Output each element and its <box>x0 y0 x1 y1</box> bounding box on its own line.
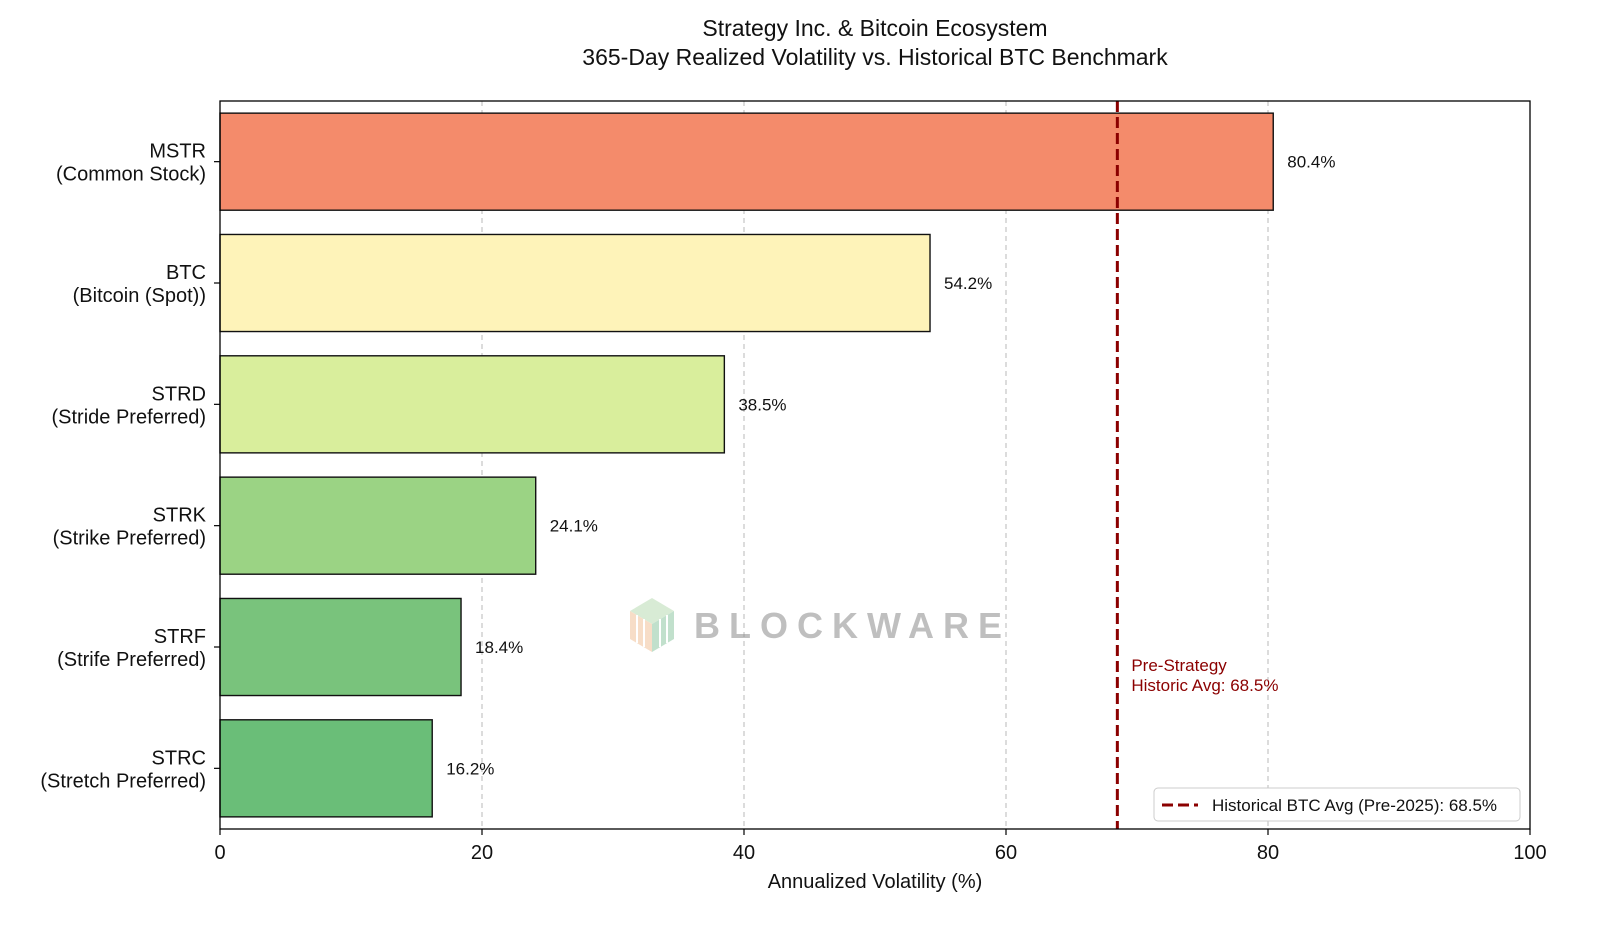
x-tick-label: 80 <box>1257 842 1279 864</box>
chart-title-line-2: 365-Day Realized Volatility vs. Historic… <box>582 44 1168 70</box>
bar-value-label: 80.4% <box>1287 153 1335 172</box>
chart-title-line-1: Strategy Inc. & Bitcoin Ecosystem <box>702 15 1047 41</box>
y-tick-label-ticker: BTC <box>166 262 206 284</box>
bar-value-label: 38.5% <box>738 395 786 414</box>
plot-frame <box>219 100 1531 830</box>
bar-strf <box>219 597 462 697</box>
watermark-text: BLOCKWARE <box>694 605 1011 646</box>
bar-mstr <box>219 112 1274 211</box>
y-tick-label-name: (Stride Preferred) <box>52 406 207 428</box>
blockware-logo-icon <box>630 598 674 652</box>
x-tick-label: 0 <box>214 842 225 864</box>
blockware-watermark: BLOCKWARE <box>630 598 1011 652</box>
y-tick-label-name: (Bitcoin (Spot)) <box>73 285 206 307</box>
x-tick-label: 20 <box>471 842 493 864</box>
x-tick-label: 60 <box>995 842 1017 864</box>
bar-strd <box>219 355 726 454</box>
bar-value-labels: 80.4% 54.2% 38.5% 24.1% 18.4% 16.2% <box>446 153 1335 779</box>
reference-annotation-line-2: Historic Avg: 68.5% <box>1131 676 1278 695</box>
y-tick-label-ticker: STRK <box>153 505 207 527</box>
reference-annotation-line-1: Pre-Strategy <box>1131 656 1227 675</box>
legend-box <box>1153 787 1521 822</box>
bar-value-label: 18.4% <box>475 638 523 657</box>
category-labels: MSTR(Common Stock) BTC(Bitcoin (Spot)) STR… <box>40 141 220 792</box>
bar-strk <box>219 476 537 575</box>
bar-value-label: 16.2% <box>446 759 494 778</box>
y-tick-label-ticker: STRC <box>152 747 206 769</box>
x-tick-label: 40 <box>733 842 755 864</box>
bar-btc <box>219 233 931 333</box>
legend: Historical BTC Avg (Pre-2025): 68.5% <box>1153 787 1521 822</box>
y-tick-label-name: (Stretch Preferred) <box>40 770 206 792</box>
y-tick-label-name: (Strife Preferred) <box>57 649 206 671</box>
y-tick-label-ticker: STRD <box>152 383 206 405</box>
bar-strc <box>219 719 433 818</box>
bars <box>219 112 1274 818</box>
gridlines <box>481 101 1269 829</box>
y-tick-label-ticker: STRF <box>154 626 206 648</box>
y-tick-label-name: (Strike Preferred) <box>53 528 206 550</box>
legend-label: Historical BTC Avg (Pre-2025): 68.5% <box>1212 796 1497 815</box>
bar-value-label: 24.1% <box>550 517 598 536</box>
bar-value-label: 54.2% <box>944 274 992 293</box>
y-tick-label-ticker: MSTR <box>149 141 206 163</box>
y-tick-label-name: (Common Stock) <box>56 164 206 186</box>
x-tick-label: 100 <box>1513 842 1546 864</box>
x-axis-ticks: 0 20 40 60 80 100 <box>214 829 1547 864</box>
x-axis-label: Annualized Volatility (%) <box>768 871 983 893</box>
